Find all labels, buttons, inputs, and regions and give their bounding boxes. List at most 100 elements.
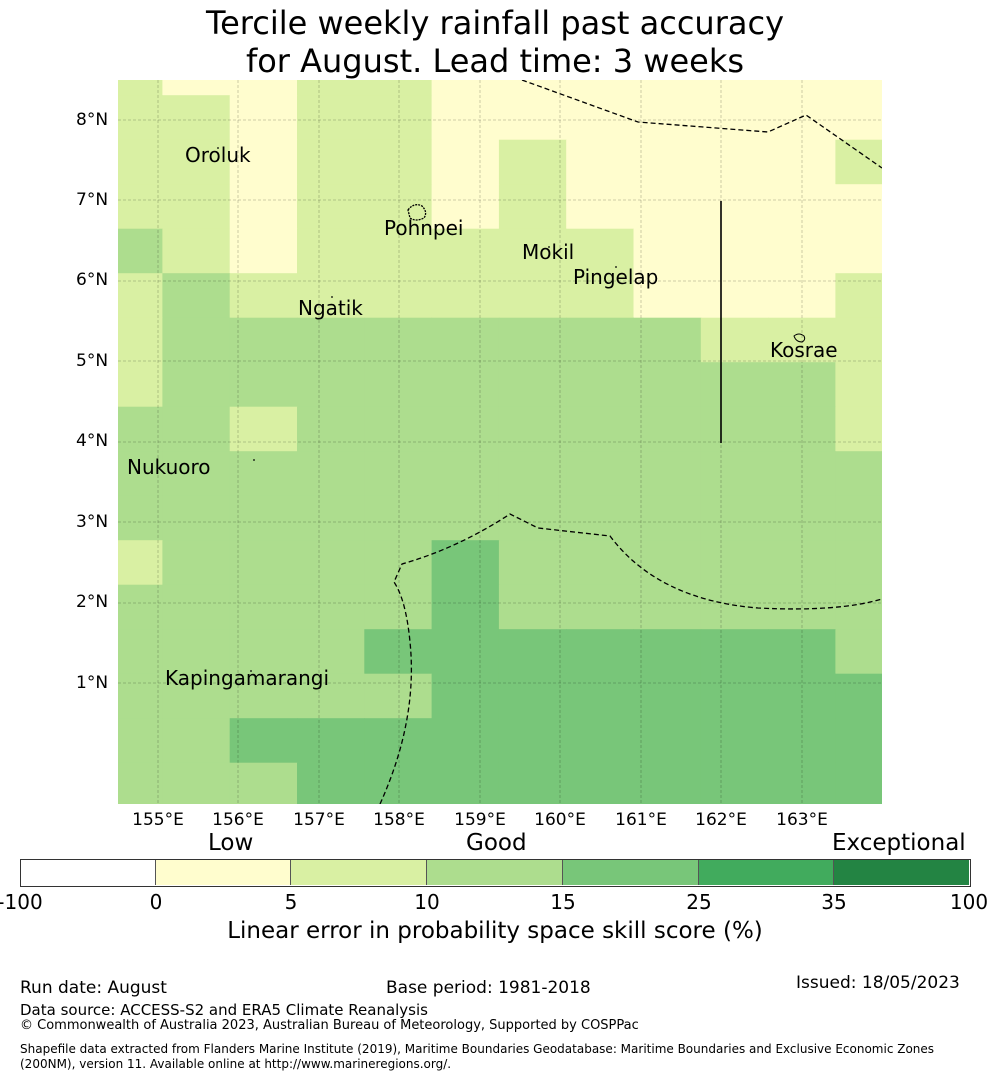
grid-cell <box>768 406 836 452</box>
grid-cell <box>118 495 163 541</box>
grid-cell <box>498 584 567 630</box>
grid-cell <box>566 228 634 274</box>
grid-cell <box>118 139 163 185</box>
grid-cell <box>566 273 634 319</box>
grid-cell <box>431 228 500 274</box>
grid-cell <box>431 718 500 764</box>
grid-cell <box>229 184 298 230</box>
category-good: Good <box>466 830 527 856</box>
grid-cell <box>229 451 298 497</box>
grid-cell <box>768 273 836 319</box>
data-source: Data source: ACCESS-S2 and ERA5 Climate … <box>20 1001 428 1019</box>
grid-cell <box>118 80 163 96</box>
grid-cell <box>431 139 500 185</box>
colorbar-tick: 0 <box>149 890 163 914</box>
place-label-pohnpei: Pohnpei <box>384 216 464 240</box>
grid-cell <box>498 673 567 719</box>
place-label-nukuoro: Nukuoro <box>127 455 211 479</box>
grid-cell <box>768 95 836 141</box>
grid-cell <box>162 495 231 541</box>
grid-cell <box>118 184 163 230</box>
grid-cell <box>297 718 365 764</box>
grid-cell <box>566 673 634 719</box>
colorbar-tick: -100 <box>0 890 43 914</box>
grid-cell <box>835 273 882 319</box>
copyright: © Commonwealth of Australia 2023, Austra… <box>20 1018 639 1033</box>
grid-cell <box>364 584 433 630</box>
grid-cell <box>297 362 365 408</box>
grid-cell <box>835 540 882 586</box>
grid-cell <box>566 317 634 363</box>
grid-cell <box>297 139 365 185</box>
grid-cell <box>768 629 836 675</box>
lon-label: 155°E <box>132 810 184 830</box>
colorbar-label: Linear error in probability space skill … <box>227 918 763 944</box>
grid-cell <box>118 540 163 586</box>
grid-cell <box>431 406 500 452</box>
colorbar-segment <box>698 859 835 885</box>
grid-cell <box>297 406 365 452</box>
grid-cell <box>297 584 365 630</box>
grid-cell <box>162 718 231 764</box>
place-label-ngatik: Ngatik <box>298 296 363 320</box>
eez-boundary <box>521 80 882 169</box>
grid-cell <box>297 762 365 804</box>
grid-cell <box>118 629 163 675</box>
grid-cell <box>700 673 769 719</box>
lat-label: 3°N <box>76 512 109 532</box>
grid-cell <box>297 184 365 230</box>
grid-cell <box>633 540 702 586</box>
grid-cell <box>431 273 500 319</box>
grid-cell <box>566 629 634 675</box>
colorbar-frame <box>20 859 971 887</box>
grid-cell <box>498 273 567 319</box>
grid-cell <box>364 406 433 452</box>
map-panel <box>118 80 882 804</box>
colorbar-segment <box>20 859 156 885</box>
grid-cell <box>297 673 365 719</box>
colorbar-tick: 100 <box>949 890 989 914</box>
place-label-pingelap: Pingelap <box>573 265 659 289</box>
grid-cell <box>566 95 634 141</box>
grid-cell <box>118 673 163 719</box>
grid-cell <box>700 584 769 630</box>
grid-cell <box>768 495 836 541</box>
grid-cell <box>566 718 634 764</box>
lat-label: 5°N <box>76 351 109 371</box>
grid-cell <box>633 629 702 675</box>
grid-cell <box>431 80 500 96</box>
lon-label: 158°E <box>373 810 425 830</box>
grid-cell <box>229 228 298 274</box>
grid-cell <box>229 80 298 96</box>
place-label-kosrae: Kosrae <box>770 338 838 362</box>
grid-cell <box>498 762 567 804</box>
grid-cell <box>118 362 163 408</box>
lon-label: 157°E <box>293 810 345 830</box>
grid-cell <box>118 95 163 141</box>
grid-cell <box>498 184 567 230</box>
grid-cell <box>162 406 231 452</box>
place-label-kapingamarangi: Kapingamarangi <box>165 666 330 690</box>
grid-cell <box>118 762 163 804</box>
grid-cell <box>431 317 500 363</box>
grid-cell <box>633 451 702 497</box>
grid-cell <box>229 406 298 452</box>
grid-cell <box>297 317 365 363</box>
grid-cell <box>633 317 702 363</box>
grid-cell <box>700 718 769 764</box>
grid-cell <box>835 317 882 363</box>
grid-cell <box>162 762 231 804</box>
grid-cell <box>566 495 634 541</box>
grid-cell <box>498 362 567 408</box>
grid-cell <box>297 451 365 497</box>
grid-cell <box>364 762 433 804</box>
colorbar-tick: 15 <box>550 890 576 914</box>
colorbar-segment <box>291 859 428 885</box>
grid-cell <box>633 139 702 185</box>
grid-cell <box>364 629 433 675</box>
grid-cell <box>498 629 567 675</box>
grid-cell <box>118 451 163 497</box>
grid-cell <box>498 540 567 586</box>
grid-cell <box>364 139 433 185</box>
shapefile-credit-2: (200NM), version 11. Available online at… <box>20 1057 452 1071</box>
